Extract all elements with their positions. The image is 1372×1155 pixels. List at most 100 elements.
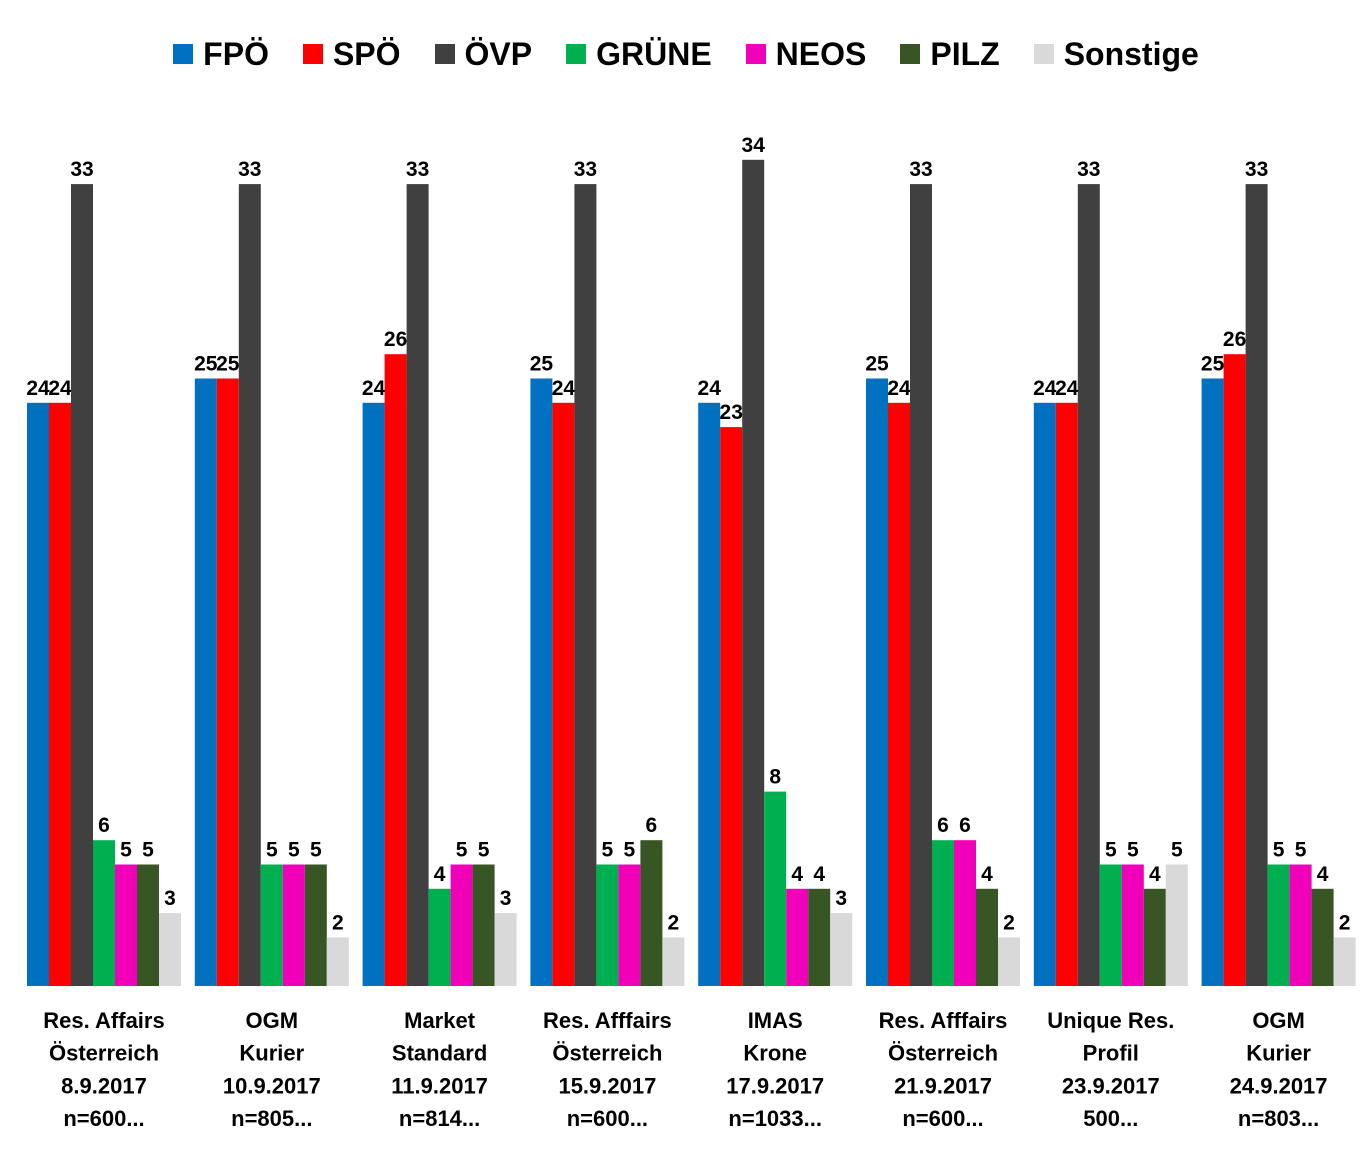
bar bbox=[1121, 864, 1144, 986]
bar-value-label: 4 bbox=[1149, 863, 1161, 886]
bar-value-label: 33 bbox=[1077, 158, 1100, 181]
bar-value-label: 25 bbox=[1201, 353, 1225, 376]
bar-value-label: 5 bbox=[266, 839, 278, 862]
bar-value-label: 4 bbox=[1317, 863, 1329, 886]
bar bbox=[764, 791, 787, 986]
category-label: Unique Res. Profil 23.9.2017 500... bbox=[1047, 1008, 1174, 1131]
bar bbox=[1223, 354, 1246, 986]
bar-value-label: 5 bbox=[602, 839, 614, 862]
bar bbox=[49, 402, 71, 986]
bar-value-label: 5 bbox=[1105, 839, 1117, 862]
legend-item: ÖVP bbox=[434, 35, 533, 73]
category-label: OGM Kurier 24.9.2017 n=803... bbox=[1230, 1008, 1328, 1131]
bar bbox=[1333, 937, 1356, 986]
bar bbox=[1311, 888, 1334, 986]
bar-value-label: 5 bbox=[478, 839, 490, 862]
bar bbox=[698, 402, 721, 986]
legend-item: SPÖ bbox=[302, 35, 401, 73]
category-label-line: Unique Res. bbox=[1047, 1008, 1174, 1033]
bar-value-label: 33 bbox=[406, 158, 429, 181]
bar bbox=[888, 402, 910, 986]
bar-value-label: 26 bbox=[1223, 328, 1246, 351]
chart-legend: FPÖ SPÖ ÖVP GRÜNE NEOS PILZ Sonstige bbox=[0, 30, 1372, 78]
category-label-line: 11.9.2017 bbox=[391, 1073, 488, 1098]
legend-item: GRÜNE bbox=[566, 36, 712, 73]
category-label-line: n=805... bbox=[231, 1106, 312, 1131]
bar bbox=[159, 913, 181, 986]
category-label-line: 24.9.2017 bbox=[1230, 1073, 1328, 1098]
category-label-line: Kurier bbox=[239, 1041, 304, 1066]
bar-value-label: 26 bbox=[384, 328, 407, 351]
category-label-line: Krone bbox=[743, 1041, 807, 1066]
bar bbox=[93, 840, 115, 986]
bar-value-label: 23 bbox=[720, 401, 743, 424]
bar bbox=[742, 159, 765, 987]
bar-value-label: 24 bbox=[1055, 377, 1079, 400]
bar-value-label: 5 bbox=[624, 839, 636, 862]
bar-value-label: 24 bbox=[1033, 377, 1057, 400]
bar bbox=[362, 402, 385, 986]
bar-value-label: 4 bbox=[791, 863, 803, 886]
bar-value-label: 6 bbox=[646, 814, 658, 837]
legend-label: SPÖ bbox=[332, 35, 401, 72]
category-label: Res. Afffairs Österreich 21.9.2017 n=600... bbox=[879, 1008, 1008, 1131]
bar bbox=[830, 913, 853, 986]
bar bbox=[530, 378, 553, 986]
bar bbox=[472, 864, 495, 986]
bar bbox=[640, 840, 663, 986]
bar-value-label: 5 bbox=[1171, 839, 1183, 862]
legend-item: PILZ bbox=[900, 35, 1000, 73]
bar bbox=[1143, 888, 1166, 986]
category-label-line: 8.9.2017 bbox=[61, 1073, 147, 1098]
category-label-line: n=600... bbox=[567, 1106, 648, 1131]
bar-value-label: 33 bbox=[909, 158, 932, 181]
bar bbox=[282, 864, 305, 986]
category-label-line: Profil bbox=[1083, 1041, 1139, 1066]
bar bbox=[786, 888, 809, 986]
bar bbox=[494, 913, 517, 986]
bar bbox=[406, 184, 429, 987]
category-label-line: Österreich bbox=[888, 1041, 998, 1066]
category-label: IMAS Krone 17.9.2017 n=1033... bbox=[726, 1008, 824, 1131]
bar bbox=[260, 864, 283, 986]
bar bbox=[27, 402, 49, 986]
bar-value-label: 4 bbox=[434, 863, 446, 886]
bar-value-label: 3 bbox=[164, 887, 176, 910]
legend-swatch bbox=[900, 44, 921, 64]
bar-value-label: 6 bbox=[937, 814, 949, 837]
category-label-line: Res. Afffairs bbox=[879, 1008, 1008, 1033]
bar-value-label: 3 bbox=[835, 887, 847, 910]
bar-value-label: 5 bbox=[288, 839, 300, 862]
legend-swatch bbox=[566, 44, 587, 64]
category-label-line: OGM bbox=[1252, 1008, 1305, 1033]
bar bbox=[1289, 864, 1312, 986]
bar bbox=[1055, 402, 1078, 986]
bar bbox=[137, 864, 159, 986]
bar-value-label: 5 bbox=[120, 839, 132, 862]
bar bbox=[304, 864, 327, 986]
bar-value-label: 25 bbox=[194, 353, 218, 376]
bar bbox=[450, 864, 473, 986]
category-label-line: Market bbox=[404, 1008, 476, 1033]
legend-label: Sonstige bbox=[1063, 35, 1199, 72]
bar bbox=[998, 937, 1020, 986]
bar bbox=[1077, 184, 1100, 987]
category-label: Res. Afffairs Österreich 15.9.2017 n=600... bbox=[543, 1008, 672, 1131]
legend-label: ÖVP bbox=[464, 35, 533, 72]
legend-label: FPÖ bbox=[203, 35, 269, 72]
bar bbox=[574, 184, 597, 987]
bar bbox=[115, 864, 137, 986]
bar bbox=[932, 840, 954, 986]
bar-value-label: 5 bbox=[310, 839, 322, 862]
legend-label: PILZ bbox=[930, 35, 1000, 72]
bar bbox=[596, 864, 619, 986]
bar-value-label: 24 bbox=[48, 377, 72, 400]
category-label-line: 23.9.2017 bbox=[1062, 1073, 1160, 1098]
bar bbox=[720, 427, 743, 987]
bar bbox=[238, 184, 261, 987]
bar-value-label: 25 bbox=[865, 353, 889, 376]
bar-value-label: 25 bbox=[216, 353, 240, 376]
bar bbox=[326, 937, 349, 986]
category-label-line: OGM bbox=[246, 1008, 299, 1033]
